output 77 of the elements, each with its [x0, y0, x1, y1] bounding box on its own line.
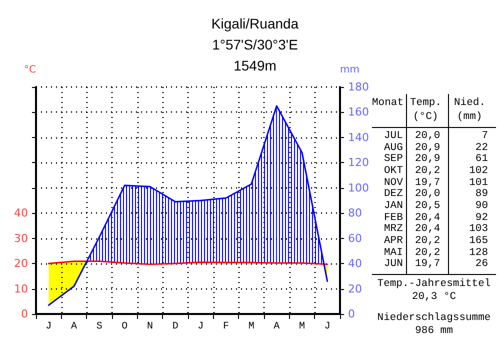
y2-axis-title: mm	[340, 64, 360, 76]
y2-tick-label: 180	[348, 80, 369, 94]
text: 20,9	[415, 142, 440, 154]
text: (mm)	[457, 111, 482, 123]
x-tick-label: J	[46, 322, 52, 332]
text: 102	[469, 164, 488, 177]
y-axis-title: °C	[24, 64, 36, 76]
text: 20,0	[415, 130, 440, 142]
x-tick-label: O	[122, 322, 128, 332]
x-tick-label: N	[146, 322, 154, 332]
x-tick-label: J	[198, 322, 204, 332]
y2-tick-label: 80	[348, 206, 362, 220]
y2-tick-label: 120	[348, 156, 369, 170]
text: 101	[469, 176, 488, 189]
text: Niederschlagssumme	[376, 312, 492, 324]
text: JUN	[384, 258, 403, 270]
text: Temp.-Jahresmittel	[376, 278, 492, 290]
text: MRZ	[384, 223, 403, 236]
chart-subtitle: 1°57'S/30°3'E 1549m	[212, 36, 298, 74]
text: APR	[384, 234, 403, 247]
y2-tick-label: 100	[348, 181, 369, 194]
text: 103	[469, 223, 488, 236]
text: Monat	[372, 97, 404, 109]
x-tick-label: M	[248, 322, 254, 332]
text: 89	[475, 188, 488, 200]
x-tick-label: A	[274, 322, 280, 332]
y2-tick-label: 160	[348, 106, 369, 119]
y2-tick-label: 0	[348, 308, 355, 320]
y-tick-label: 20	[14, 257, 28, 270]
x-tick-label: S	[96, 322, 102, 332]
text: FEB	[384, 212, 403, 224]
x-tick-label: A	[70, 322, 78, 332]
text: NOV	[384, 176, 403, 189]
text: 986 mm	[414, 325, 454, 337]
text: Nied.	[454, 97, 486, 109]
text: 20,2	[415, 246, 440, 258]
y-tick-label: 0	[21, 308, 28, 320]
line-series	[48, 105, 328, 306]
text: 20,4	[415, 223, 440, 236]
text: SEP	[384, 153, 403, 166]
text: AUG	[384, 142, 403, 154]
text: 92	[475, 212, 488, 224]
text: 61	[475, 153, 488, 166]
text: 7	[482, 130, 488, 142]
y-tick-label: 30	[14, 232, 28, 245]
y2-tick-label: 60	[348, 232, 362, 245]
y2-tick-label: 20	[348, 282, 362, 296]
text: 19,7	[415, 176, 440, 189]
y2-tick-label: 40	[348, 257, 362, 270]
text: OKT	[384, 164, 403, 177]
y-tick-label: 10	[14, 282, 28, 296]
text: JUL	[384, 130, 403, 142]
text: DEZ	[384, 188, 403, 200]
y-tick-label: 40	[14, 206, 28, 220]
x-tick-label: F	[222, 322, 230, 332]
text: 20,3 °C	[410, 291, 458, 303]
text: JAN	[384, 200, 403, 212]
text: (°C)	[413, 111, 438, 123]
text: 19,7	[415, 258, 440, 270]
text: 20,2	[415, 164, 440, 177]
text: 20,0	[415, 188, 440, 200]
text: MAI	[384, 246, 403, 258]
x-tick-label: J	[324, 322, 330, 332]
x-tick-label: D	[172, 322, 178, 332]
text: 20,9	[415, 153, 440, 166]
text: 22	[475, 142, 488, 154]
text: 20,2	[415, 234, 440, 247]
text: 128	[469, 246, 488, 258]
chart-title: Kigali/Ruanda	[211, 16, 299, 32]
text: 165	[469, 234, 488, 247]
y2-tick-label: 140	[348, 130, 369, 144]
text: 20,4	[415, 212, 440, 224]
text: 26	[475, 258, 488, 270]
text: Temp.	[410, 97, 442, 109]
text: 20,5	[415, 200, 440, 212]
text: 90	[475, 200, 488, 212]
x-tick-label: M	[298, 322, 306, 332]
